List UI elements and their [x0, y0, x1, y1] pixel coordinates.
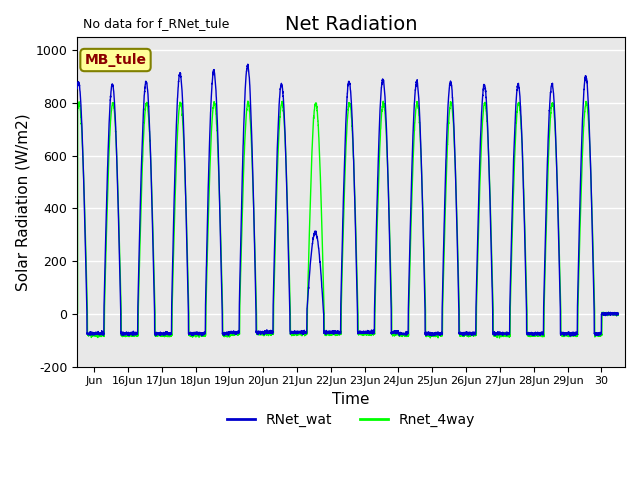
Text: No data for f_RNet_tule: No data for f_RNet_tule: [83, 17, 229, 30]
Rnet_4way: [614, 312, 622, 317]
X-axis label: Time: Time: [332, 392, 370, 407]
RNet_wat: [74, 86, 81, 92]
Rnet_4way: [397, 331, 404, 336]
Text: MB_tule: MB_tule: [84, 53, 147, 67]
Line: RNet_wat: RNet_wat: [77, 64, 618, 336]
Legend: RNet_wat, Rnet_4way: RNet_wat, Rnet_4way: [221, 407, 481, 432]
Rnet_4way: [244, 98, 252, 104]
Rnet_4way: [523, 300, 531, 305]
RNet_wat: [566, 333, 574, 339]
Title: Net Radiation: Net Radiation: [285, 15, 417, 34]
Rnet_4way: [497, 332, 504, 337]
RNet_wat: [614, 311, 622, 316]
RNet_wat: [496, 331, 504, 337]
Line: Rnet_4way: Rnet_4way: [77, 101, 618, 338]
Rnet_4way: [186, 332, 193, 337]
Rnet_4way: [74, 310, 81, 316]
RNet_wat: [244, 61, 252, 67]
RNet_wat: [186, 330, 193, 336]
RNet_wat: [523, 330, 531, 336]
RNet_wat: [537, 330, 545, 336]
Y-axis label: Solar Radiation (W/m2): Solar Radiation (W/m2): [15, 113, 30, 290]
Rnet_4way: [537, 333, 545, 338]
RNet_wat: [368, 331, 376, 336]
Rnet_4way: [495, 335, 503, 341]
Rnet_4way: [368, 330, 376, 336]
RNet_wat: [397, 331, 404, 337]
